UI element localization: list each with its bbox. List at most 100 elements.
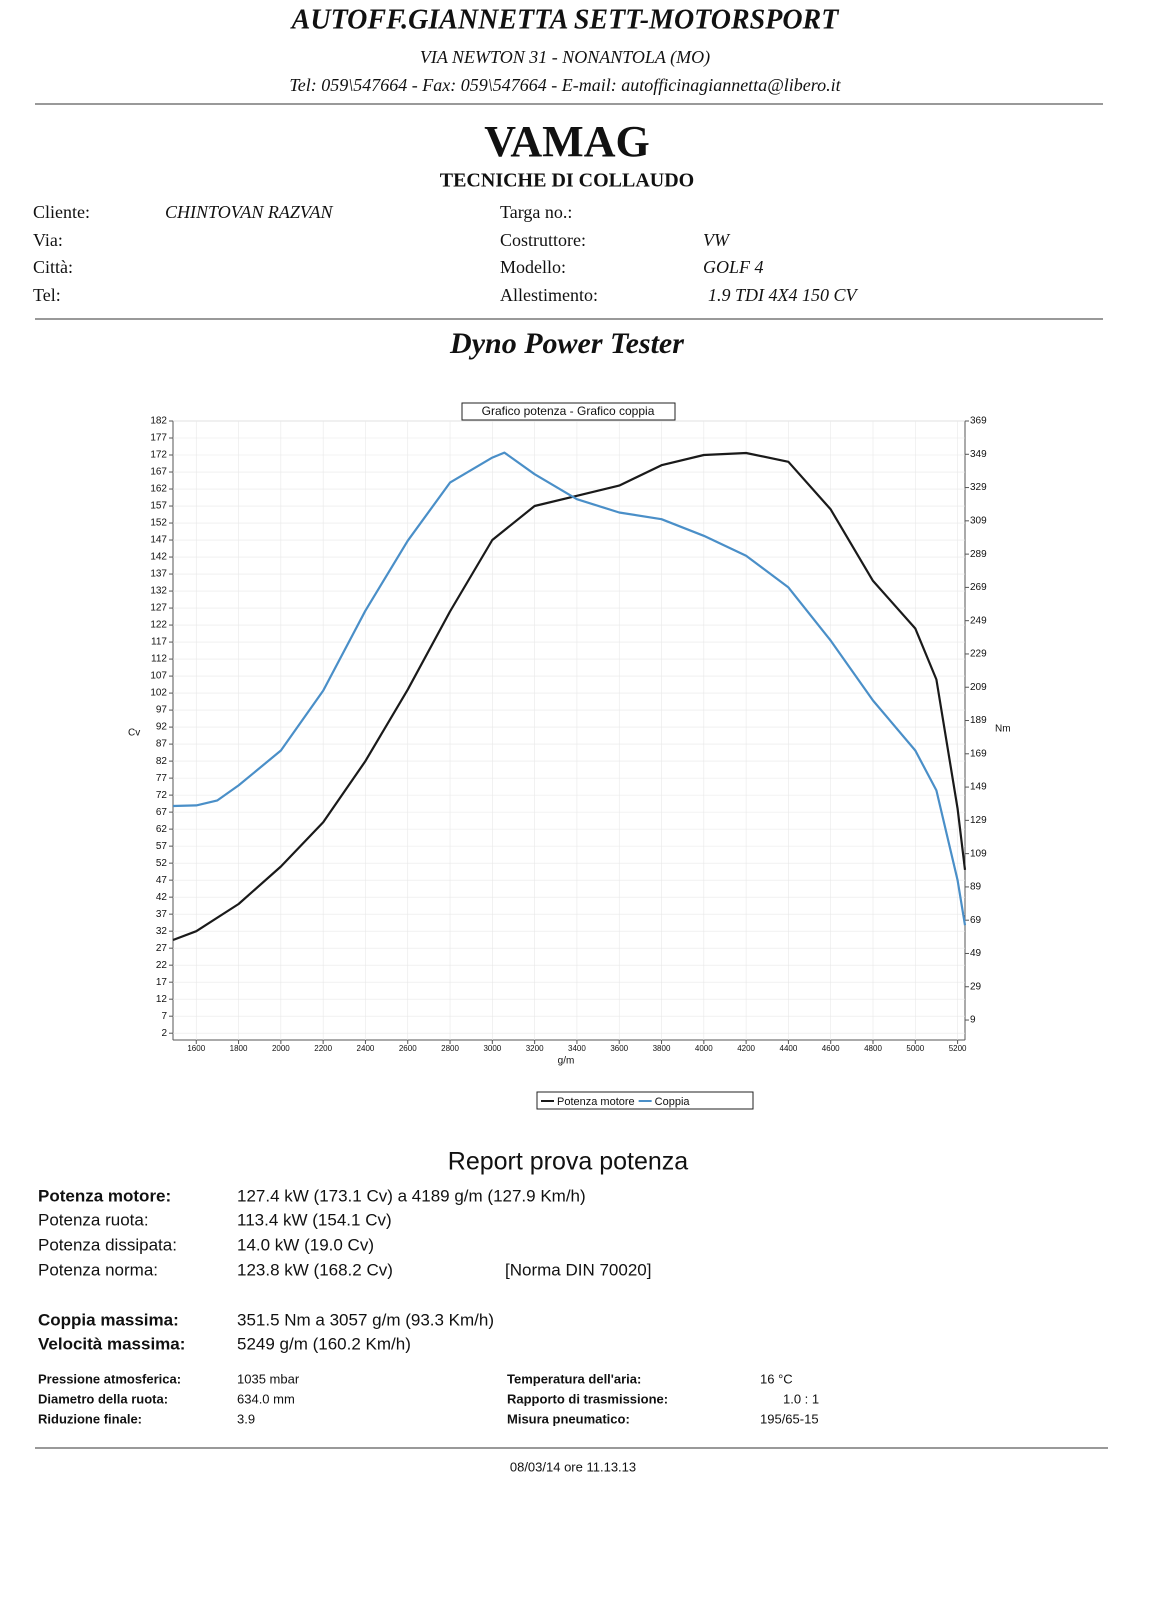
report-value: 5249 g/m (160.2 Km/h) <box>237 1334 411 1353</box>
chart-title: Grafico potenza - Grafico coppia <box>482 404 655 418</box>
x-tick-label: 4000 <box>695 1044 713 1053</box>
y-tick-label: 82 <box>156 756 168 767</box>
x-tick-label: 3000 <box>483 1044 501 1053</box>
report-label: Potenza motore: <box>38 1186 171 1205</box>
y-tick-label: 27 <box>156 943 168 954</box>
report-label: Potenza ruota: <box>38 1210 149 1229</box>
series-line <box>172 451 967 942</box>
y-tick-label: 167 <box>150 467 167 478</box>
report-label: Potenza dissipata: <box>38 1235 177 1254</box>
y2-tick-label: 329 <box>970 482 987 493</box>
y-tick-label: 12 <box>156 994 168 1005</box>
y-tick-label: 17 <box>156 977 168 988</box>
customer-label: Via: <box>33 230 63 250</box>
y2-tick-label: 69 <box>970 915 982 926</box>
y-tick-label: 137 <box>150 569 167 580</box>
vehicle-value: VW <box>703 230 731 250</box>
y2-tick-label: 9 <box>970 1015 976 1026</box>
y-tick-label: 152 <box>150 518 167 529</box>
condition-label: Temperatura dell'aria: <box>507 1371 641 1386</box>
footer-date: 08/03/14 ore 11.13.13 <box>510 1459 636 1474</box>
y-tick-label: 122 <box>150 620 167 631</box>
y2-tick-label: 249 <box>970 615 987 626</box>
y-tick-label: 37 <box>156 909 168 920</box>
customer-label: Cliente: <box>33 202 90 222</box>
x-tick-label: 4600 <box>822 1044 840 1053</box>
y-tick-label: 92 <box>156 722 168 733</box>
y-tick-label: 52 <box>156 858 168 869</box>
x-tick-label: 5200 <box>949 1044 967 1053</box>
y-tick-label: 132 <box>150 586 167 597</box>
y2-tick-label: 229 <box>970 649 987 660</box>
contacts: Tel: 059\547664 - Fax: 059\547664 - E-ma… <box>289 75 841 95</box>
y-tick-label: 42 <box>156 892 168 903</box>
report-label: Potenza norma: <box>38 1260 158 1279</box>
y-tick-label: 67 <box>156 807 168 818</box>
y-tick-label: 32 <box>156 926 168 937</box>
brand-title: VAMAG <box>484 117 649 166</box>
condition-label: Riduzione finale: <box>38 1411 142 1426</box>
report-label: Coppia massima: <box>38 1310 179 1329</box>
condition-value: 634.0 mm <box>237 1391 295 1406</box>
y2-tick-label: 169 <box>970 748 987 759</box>
y2-tick-label: 89 <box>970 882 982 893</box>
x-tick-label: 2200 <box>314 1044 332 1053</box>
x-tick-label: 3200 <box>526 1044 544 1053</box>
x-tick-label: 3800 <box>653 1044 671 1053</box>
company: AUTOFF.GIANNETTA SETT-MOTORSPORT <box>290 4 841 35</box>
y2-tick-label: 209 <box>970 682 987 693</box>
x-tick-label: 2800 <box>441 1044 459 1053</box>
report-note: [Norma DIN 70020] <box>505 1260 651 1279</box>
customer-value: CHINTOVAN RAZVAN <box>165 202 334 222</box>
y2-axis-label: Nm <box>995 724 1011 735</box>
chart-title-box <box>461 402 676 421</box>
y-tick-label: 22 <box>156 960 168 971</box>
y-tick-label: 47 <box>156 875 168 886</box>
y2-tick-label: 289 <box>970 549 987 560</box>
y-tick-label: 117 <box>151 637 167 648</box>
y-tick-label: 62 <box>156 824 168 835</box>
x-tick-label: 4800 <box>864 1044 882 1053</box>
y-tick-label: 182 <box>150 416 167 427</box>
vehicle-value: GOLF 4 <box>703 257 764 277</box>
y-tick-label: 97 <box>156 705 168 716</box>
y-tick-label: 7 <box>161 1011 167 1022</box>
x-tick-label: 1600 <box>187 1044 205 1053</box>
legend-label: Coppia <box>655 1096 691 1108</box>
report-value: 14.0 kW (19.0 Cv) <box>237 1235 374 1254</box>
vehicle-value: 1.9 TDI 4X4 150 CV <box>708 285 859 305</box>
y-tick-label: 112 <box>151 654 167 665</box>
y-tick-label: 77 <box>156 773 168 784</box>
x-tick-label: 1800 <box>230 1044 248 1053</box>
y-tick-label: 107 <box>150 671 167 682</box>
y-tick-label: 162 <box>150 484 167 495</box>
y-tick-label: 177 <box>150 433 167 444</box>
report-value: 113.4 kW (154.1 Cv) <box>237 1210 392 1229</box>
x-tick-label: 4200 <box>737 1044 755 1053</box>
y2-tick-label: 349 <box>970 449 987 460</box>
condition-value: 195/65-15 <box>760 1411 819 1426</box>
y2-tick-label: 29 <box>970 981 982 992</box>
vehicle-label: Costruttore: <box>500 230 586 250</box>
x-tick-label: 2400 <box>357 1044 375 1053</box>
y2-tick-label: 269 <box>970 582 987 593</box>
y-tick-label: 142 <box>150 552 167 563</box>
condition-label: Pressione atmosferica: <box>38 1371 181 1386</box>
y2-tick-label: 49 <box>970 948 982 959</box>
brand-subtitle: TECNICHE DI COLLAUDO <box>440 170 694 192</box>
legend-label: Potenza motore <box>557 1096 635 1108</box>
y-axis-label: Cv <box>128 728 140 739</box>
x-tick-label: 4400 <box>780 1044 798 1053</box>
y-tick-label: 157 <box>150 501 167 512</box>
series-line <box>172 451 967 926</box>
condition-label: Diametro della ruota: <box>38 1391 168 1406</box>
condition-label: Rapporto di trasmissione: <box>507 1391 668 1406</box>
vehicle-label: Allestimento: <box>500 285 598 305</box>
y2-tick-label: 149 <box>970 782 987 793</box>
customer-label: Città: <box>33 257 73 277</box>
y2-tick-label: 129 <box>970 815 987 826</box>
section-title: Dyno Power Tester <box>449 327 684 360</box>
condition-value: 1.0 : 1 <box>783 1391 819 1406</box>
